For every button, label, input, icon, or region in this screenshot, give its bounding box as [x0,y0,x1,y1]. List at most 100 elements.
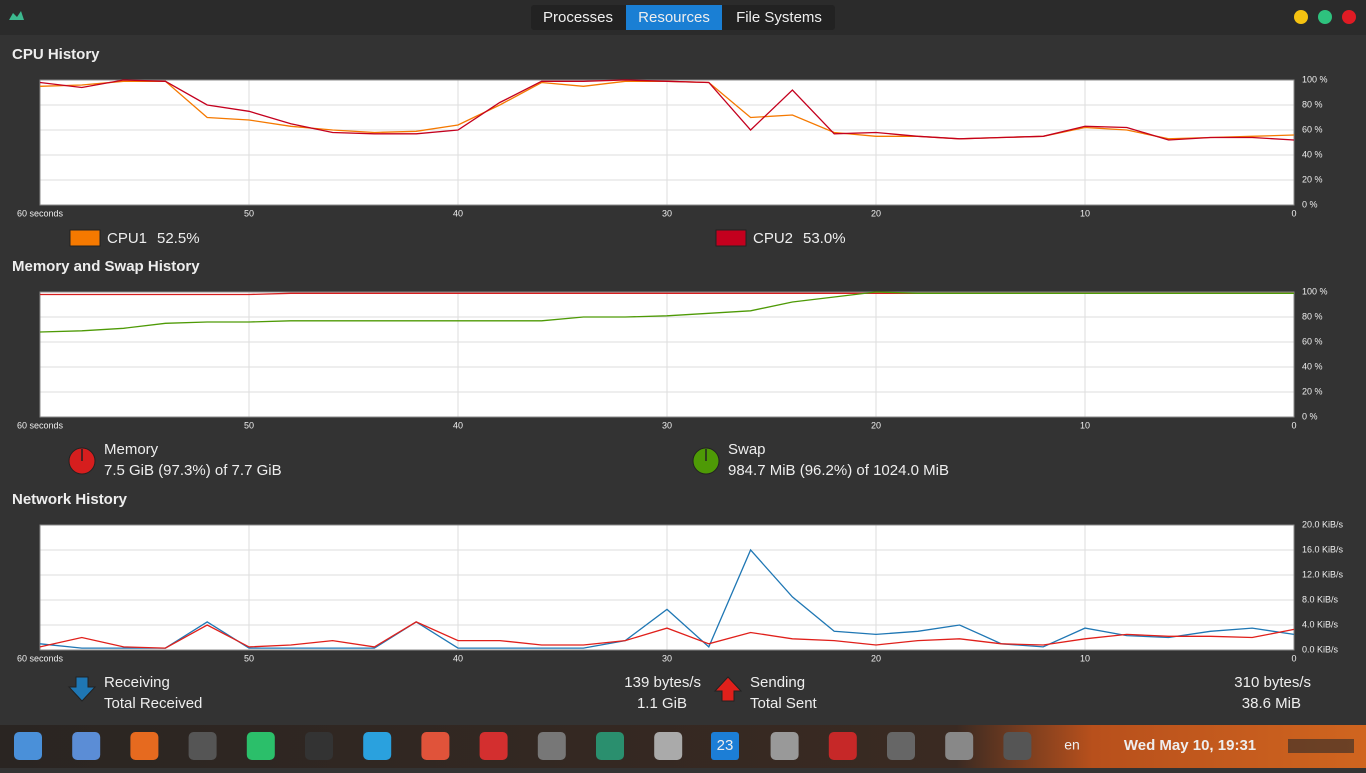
x-tick-label: 50 [244,208,254,218]
y-tick-label: 80 % [1302,311,1323,321]
chart-title: Memory and Swap History [12,258,200,275]
y-tick-label: 0 % [1302,411,1318,421]
y-tick-label: 0.0 KiB/s [1302,644,1339,654]
x-tick-label: 0 [1291,420,1296,430]
legend-value: 52.5% [157,230,200,247]
legend-swatch [715,229,747,247]
y-tick-label: 8.0 KiB/s [1302,594,1339,604]
x-tick-label: 30 [662,208,672,218]
legend-total-label: Total Received [104,695,202,712]
series-line [39,291,1294,333]
taskbar-icon[interactable] [596,732,624,760]
x-tick-label: 0 [1291,208,1296,218]
clock[interactable]: Wed May 10, 19:31 [1124,737,1256,754]
tab[interactable]: File Systems [736,9,822,26]
legend-total-label: Total Sent [750,695,818,712]
x-tick-label: 0 [1291,653,1296,663]
x-tick-label: 50 [244,653,254,663]
x-tick-label: 60 seconds [17,420,64,430]
keyboard-layout[interactable]: en [1064,737,1080,753]
legend-total: 1.1 GiB [637,695,687,712]
legend-label: Swap [728,441,766,458]
taskbar-icon[interactable] [479,732,508,760]
y-tick-label: 4.0 KiB/s [1302,619,1339,629]
y-tick-label: 100 % [1302,286,1328,296]
tab[interactable]: Processes [543,9,613,26]
y-tick-label: 0 % [1302,199,1318,209]
x-tick-label: 30 [662,653,672,663]
taskbar-icon[interactable] [14,732,42,760]
plot-frame [39,291,1295,418]
taskbar [0,725,1366,768]
chart-title: Network History [12,491,128,508]
y-tick-label: 20 % [1302,386,1323,396]
tab[interactable]: Resources [638,9,710,26]
x-tick-label: 50 [244,420,254,430]
legend-label: Sending [750,674,805,691]
x-tick-label: 10 [1080,653,1090,663]
taskbar-icon[interactable] [945,732,974,760]
x-tick-label: 40 [453,208,463,218]
plot-frame [39,79,1295,206]
legend-label: Receiving [104,674,170,691]
calendar-day: 23 [717,737,734,754]
y-tick-label: 40 % [1302,149,1323,159]
calendar-icon[interactable] [711,732,739,760]
taskbar-icon[interactable] [654,732,683,760]
taskbar-icon[interactable] [72,732,101,760]
close-button[interactable] [1342,10,1356,24]
y-tick-label: 100 % [1302,74,1328,84]
taskbar-icon[interactable] [363,732,392,760]
legend-label: CPU1 [107,230,147,247]
legend-detail: 984.7 MiB (96.2%) of 1024.0 MiB [728,462,949,479]
taskbar-icon[interactable] [421,732,450,760]
x-tick-label: 40 [453,653,463,663]
x-tick-label: 60 seconds [17,653,64,663]
y-tick-label: 16.0 KiB/s [1302,544,1344,554]
x-tick-label: 10 [1080,420,1090,430]
x-tick-label: 40 [453,420,463,430]
series-line [39,548,1295,649]
y-tick-label: 12.0 KiB/s [1302,569,1344,579]
y-tick-label: 80 % [1302,99,1323,109]
x-tick-label: 20 [871,208,881,218]
legend-label: CPU2 [753,230,793,247]
tray[interactable] [1288,739,1354,753]
taskbar-icon[interactable] [1003,732,1032,760]
taskbar-icon[interactable] [537,732,566,760]
series-line [39,79,1295,141]
taskbar-icon[interactable] [770,732,799,760]
y-tick-label: 60 % [1302,336,1323,346]
taskbar-icon[interactable] [130,732,159,760]
x-tick-label: 20 [871,420,881,430]
chart-title: CPU History [12,46,100,63]
y-tick-label: 60 % [1302,124,1323,134]
series-line [39,621,1295,649]
x-tick-label: 30 [662,420,672,430]
taskbar-icon[interactable] [828,732,857,760]
legend-label: Memory [104,441,159,458]
minimize-button[interactable] [1294,10,1308,24]
legend-total: 38.6 MiB [1242,695,1301,712]
app-icon [9,11,24,20]
legend-rate: 310 bytes/s [1234,674,1311,691]
x-tick-label: 20 [871,653,881,663]
legend-swatch [69,229,101,247]
y-tick-label: 40 % [1302,361,1323,371]
legend-arrow [713,676,743,702]
taskbar-icon[interactable] [246,732,275,760]
x-tick-label: 10 [1080,208,1090,218]
legend-rate: 139 bytes/s [624,674,701,691]
y-tick-label: 20 % [1302,174,1323,184]
y-tick-label: 20.0 KiB/s [1302,519,1344,529]
taskbar-icon[interactable] [188,732,217,760]
taskbar-icon[interactable] [305,732,333,760]
maximize-button[interactable] [1318,10,1332,24]
taskbar-icon[interactable] [887,732,915,760]
tab-active [626,5,722,30]
x-tick-label: 60 seconds [17,208,64,218]
legend-arrow [67,676,97,702]
legend-detail: 7.5 GiB (97.3%) of 7.7 GiB [104,462,282,479]
